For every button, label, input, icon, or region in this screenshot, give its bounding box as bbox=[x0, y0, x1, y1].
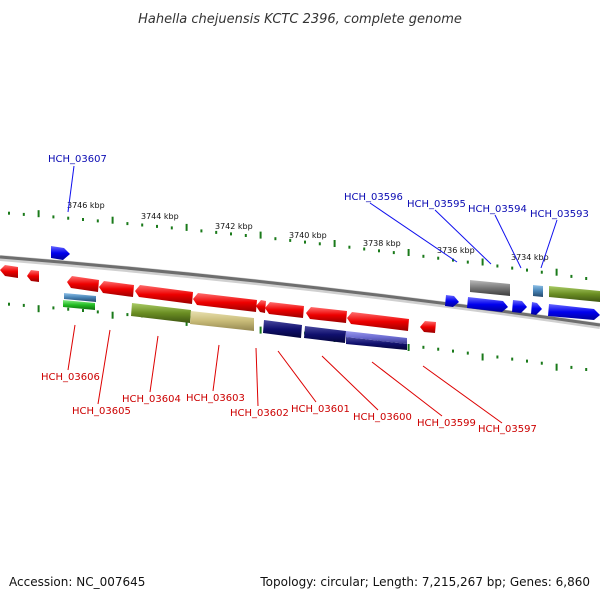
feature-block-khaki[interactable] bbox=[190, 311, 254, 331]
gene-arrow-reverse[interactable] bbox=[420, 321, 436, 333]
top-callout-lines bbox=[67, 165, 558, 269]
gene-arrow-reverse[interactable] bbox=[256, 300, 266, 313]
gene-arrow-forward[interactable] bbox=[531, 302, 542, 315]
gene-label-hch-03599[interactable]: HCH_03599 bbox=[417, 418, 476, 429]
feature-block-olive[interactable] bbox=[131, 303, 191, 323]
callout-line bbox=[321, 355, 379, 411]
gene-arrow-forward[interactable] bbox=[548, 304, 600, 320]
callout-line bbox=[212, 344, 220, 392]
feature-block-navy[interactable] bbox=[346, 337, 407, 350]
callout-line bbox=[422, 365, 503, 424]
gene-label-hch-03603[interactable]: HCH_03603 bbox=[186, 393, 245, 404]
outer-scale-ticks bbox=[8, 210, 588, 280]
genome-summary-text: Topology: circular; Length: 7,215,267 bp… bbox=[259, 575, 590, 589]
callout-line bbox=[277, 350, 317, 403]
gene-label-hch-03596[interactable]: HCH_03596 bbox=[344, 192, 403, 203]
gene-arrow-reverse[interactable] bbox=[306, 307, 347, 323]
feature-block-gray[interactable] bbox=[470, 280, 510, 296]
callout-line bbox=[97, 329, 111, 405]
accession-text: Accession: NC_007645 bbox=[9, 575, 145, 589]
gene-label-hch-03607[interactable]: HCH_03607 bbox=[48, 154, 107, 165]
bottom-callout-lines bbox=[67, 324, 503, 424]
scale-label: 3736 kbp bbox=[437, 246, 475, 255]
forward-strand-genes bbox=[51, 246, 600, 320]
callout-line bbox=[371, 361, 443, 417]
gene-arrow-forward[interactable] bbox=[445, 295, 459, 307]
gene-arrow-reverse[interactable] bbox=[347, 312, 409, 331]
gene-label-hch-03597[interactable]: HCH_03597 bbox=[478, 424, 537, 435]
gene-label-hch-03594[interactable]: HCH_03594 bbox=[468, 204, 527, 215]
scale-label: 3746 kbp bbox=[67, 201, 105, 210]
scale-label: 3734 kbp bbox=[511, 253, 549, 262]
gene-label-hch-03601[interactable]: HCH_03601 bbox=[291, 404, 350, 415]
gene-arrow-reverse[interactable] bbox=[0, 265, 18, 278]
gene-label-hch-03593[interactable]: HCH_03593 bbox=[530, 209, 589, 220]
reverse-strand-genes bbox=[0, 265, 436, 333]
genome-title: Hahella chejuensis KCTC 2396, complete g… bbox=[138, 12, 462, 27]
feature-block-green[interactable] bbox=[63, 300, 95, 310]
gene-arrow-reverse[interactable] bbox=[193, 293, 257, 312]
feature-block-navy[interactable] bbox=[263, 320, 302, 338]
feature-block-slate[interactable] bbox=[346, 331, 407, 344]
feature-block-navy[interactable] bbox=[304, 326, 346, 343]
gene-label-hch-03605[interactable]: HCH_03605 bbox=[72, 406, 131, 417]
gene-arrow-reverse[interactable] bbox=[135, 285, 193, 304]
scale-label: 3740 kbp bbox=[289, 231, 327, 240]
genome-backbone-core bbox=[0, 255, 600, 327]
callout-line bbox=[149, 335, 159, 393]
gene-arrow-forward[interactable] bbox=[51, 246, 70, 260]
feature-blocks bbox=[63, 280, 600, 350]
callout-line bbox=[67, 324, 76, 371]
scale-label: 3742 kbp bbox=[215, 222, 253, 231]
top-gene-labels: HCH_03607 HCH_03596 HCH_03595 HCH_03594 … bbox=[48, 154, 589, 220]
gene-label-hch-03602[interactable]: HCH_03602 bbox=[230, 408, 289, 419]
callout-line bbox=[494, 214, 522, 269]
feature-block-steel[interactable] bbox=[533, 285, 543, 297]
feature-block-olive[interactable] bbox=[549, 286, 600, 302]
gene-label-hch-03604[interactable]: HCH_03604 bbox=[122, 394, 181, 405]
gene-arrow-reverse[interactable] bbox=[27, 270, 39, 282]
callout-line bbox=[369, 202, 458, 263]
callout-line bbox=[67, 165, 75, 213]
callout-line bbox=[434, 209, 492, 265]
scale-labels: 3746 kbp 3744 kbp 3742 kbp 3740 kbp 3738… bbox=[67, 201, 549, 262]
gene-arrow-forward[interactable] bbox=[467, 297, 508, 312]
gene-arrow-reverse[interactable] bbox=[67, 276, 99, 292]
feature-block-slate[interactable] bbox=[64, 293, 96, 302]
callout-line bbox=[540, 219, 558, 269]
gene-arrow-reverse[interactable] bbox=[99, 281, 134, 297]
gene-arrow-forward[interactable] bbox=[512, 300, 527, 313]
callout-line bbox=[255, 347, 259, 407]
scale-label: 3738 kbp bbox=[363, 239, 401, 248]
gene-label-hch-03600[interactable]: HCH_03600 bbox=[353, 412, 412, 423]
gene-label-hch-03595[interactable]: HCH_03595 bbox=[407, 199, 466, 210]
gene-label-hch-03606[interactable]: HCH_03606 bbox=[41, 372, 100, 383]
scale-label: 3744 kbp bbox=[141, 212, 179, 221]
bottom-gene-labels: HCH_03606 HCH_03605 HCH_03604 HCH_03603 … bbox=[41, 372, 537, 435]
gene-arrow-reverse[interactable] bbox=[265, 302, 304, 318]
